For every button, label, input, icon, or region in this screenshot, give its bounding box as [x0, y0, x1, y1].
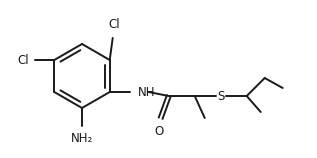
- Text: Cl: Cl: [108, 18, 120, 31]
- Text: NH₂: NH₂: [71, 132, 93, 145]
- Text: NH: NH: [138, 85, 155, 98]
- Text: Cl: Cl: [18, 54, 29, 67]
- Text: S: S: [217, 89, 224, 103]
- Text: O: O: [154, 125, 163, 138]
